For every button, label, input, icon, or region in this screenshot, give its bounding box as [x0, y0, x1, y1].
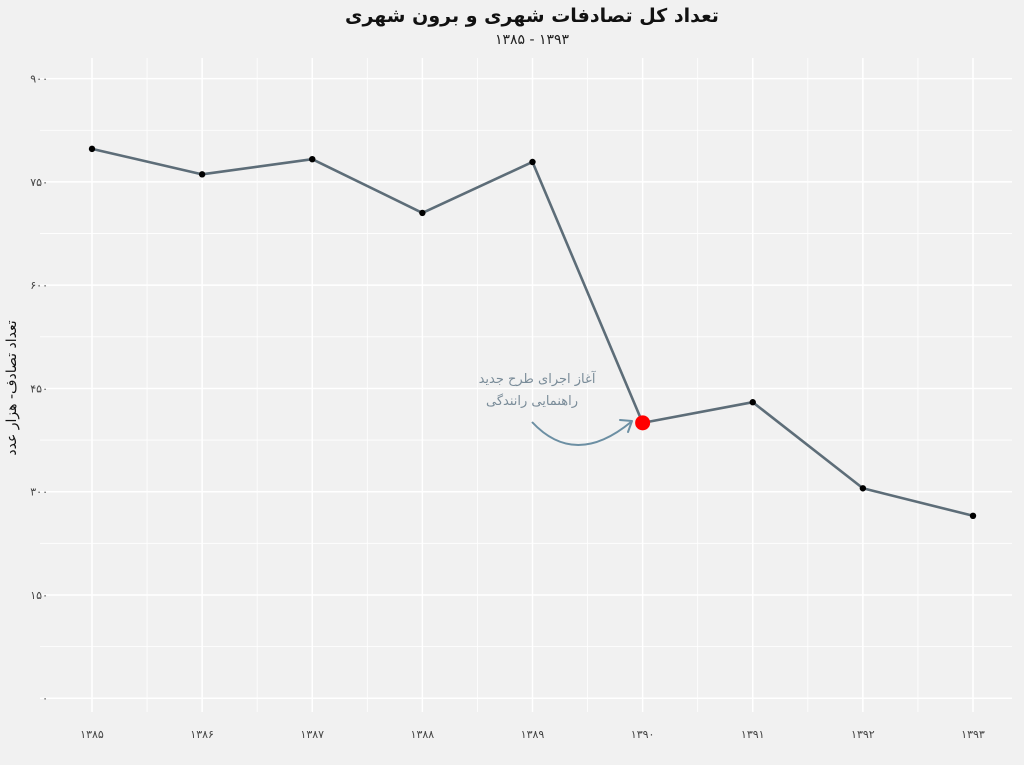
- annotation-line-2: راهنمایی رانندگی: [486, 393, 578, 409]
- y-axis-label: تعداد تصادف- هزار عدد: [4, 320, 20, 455]
- x-axis-ticks: ۱۳۸۵ ۱۳۸۶ ۱۳۸۷ ۱۳۸۸ ۱۳۸۹ ۱۳۹۰ ۱۳۹۱ ۱۳۹۲ ۱۳۹۳: [80, 728, 985, 741]
- data-points: [88, 145, 977, 519]
- y-tick-label: ۷۵۰: [30, 176, 48, 189]
- annotation-line-1: آغاز اجرای طرح جدید: [479, 370, 597, 387]
- x-tick-label: ۱۳۸۹: [521, 728, 545, 741]
- data-point: [859, 485, 867, 492]
- y-tick-label: ۹۰۰: [30, 73, 48, 86]
- data-point: [198, 171, 206, 178]
- y-tick-label: ۱۵۰: [30, 589, 48, 602]
- data-point: [969, 512, 977, 519]
- x-tick-label: ۱۳۸۶: [190, 728, 214, 741]
- x-tick-label: ۱۳۸۵: [80, 728, 104, 741]
- y-tick-label: ۰: [42, 692, 48, 705]
- annotation: آغاز اجرای طرح جدید راهنمایی رانندگی: [479, 370, 633, 446]
- x-tick-label: ۱۳۹۳: [961, 728, 985, 741]
- data-point: [309, 155, 316, 163]
- y-tick-label: ۶۰۰: [30, 279, 48, 292]
- y-axis-ticks: ۰ ۱۵۰ ۳۰۰ ۴۵۰ ۶۰۰ ۷۵۰ ۹۰۰: [30, 73, 48, 706]
- x-tick-label: ۱۳۹۲: [851, 728, 875, 741]
- data-point: [419, 209, 426, 217]
- chart-title: تعداد کل تصادفات شهری و برون شهری: [345, 5, 719, 27]
- y-tick-label: ۴۵۰: [30, 382, 48, 395]
- data-point: [749, 399, 756, 406]
- data-point: [529, 158, 536, 166]
- x-tick-label: ۱۳۸۷: [300, 728, 324, 741]
- annotation-arrow: [531, 421, 632, 446]
- x-tick-label: ۱۳۸۸: [411, 728, 435, 741]
- y-tick-label: ۳۰۰: [30, 486, 48, 499]
- chart-subtitle: ۱۳۸۵ - ۱۳۹۳: [495, 32, 570, 48]
- grid-layer: [40, 58, 1012, 712]
- annotation-arrowhead: [619, 419, 633, 433]
- x-tick-label: ۱۳۹۰: [631, 728, 655, 741]
- highlight-point: [635, 415, 651, 431]
- x-tick-label: ۱۳۹۱: [741, 728, 765, 741]
- data-point: [88, 145, 96, 153]
